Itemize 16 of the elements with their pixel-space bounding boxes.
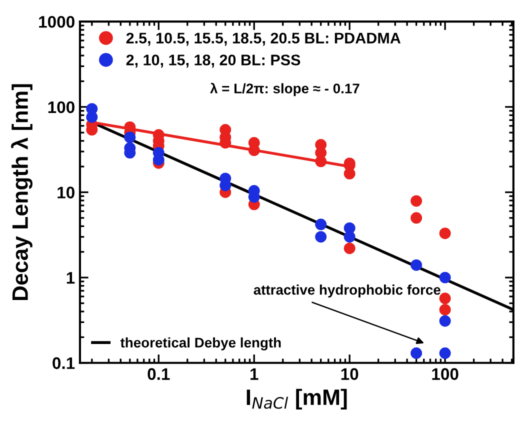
x-axis-title: I$_{NaCl}$ [mM] — [246, 388, 347, 410]
legend-label: 2, 10, 15, 18, 20 BL: PSS — [126, 54, 300, 68]
x-tick-label: 1 — [250, 368, 258, 380]
y-tick-label: 0.1 — [52, 357, 75, 370]
annotation: attractive hydrophobic force — [254, 284, 440, 298]
y-tick-label: 1000 — [39, 16, 74, 28]
annotation: λ = L/2π: slope ≈ - 0.17 — [210, 82, 360, 96]
y-tick-label: 100 — [48, 101, 74, 114]
y-tick-label: 1 — [66, 272, 75, 284]
legend-label: theoretical Debye length — [120, 337, 281, 350]
y-axis-title: Decay Length λ [nm] — [11, 84, 32, 300]
x-tick-label: 100 — [432, 368, 458, 380]
legend-label: 2.5, 10.5, 15.5, 18.5, 20.5 BL: PDADMA — [126, 32, 401, 46]
x-tick-label: 0.1 — [148, 368, 170, 380]
y-tick-label: 10 — [58, 186, 74, 198]
x-tick-label: 10 — [341, 368, 358, 380]
